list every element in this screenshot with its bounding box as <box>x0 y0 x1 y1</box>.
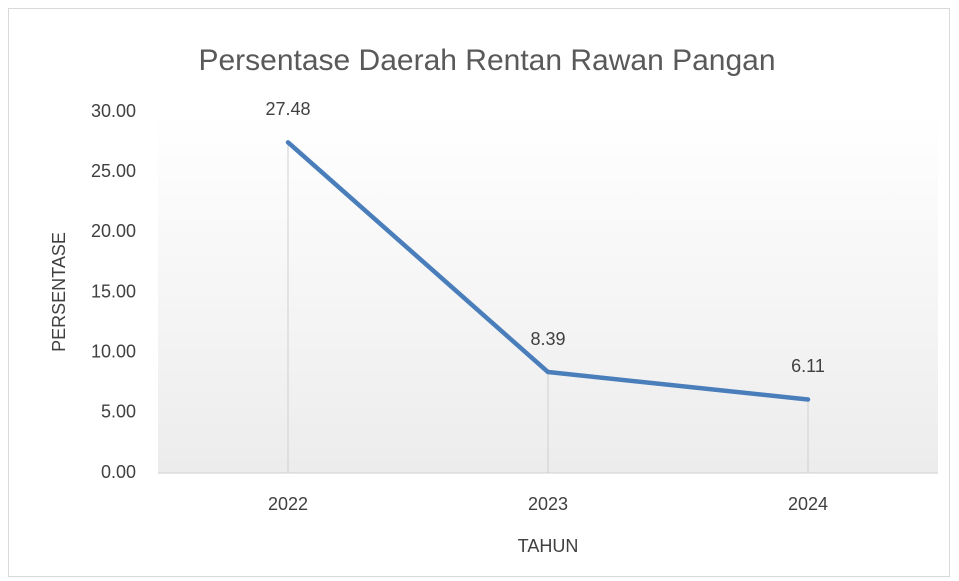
x-tick-label: 2024 <box>788 494 828 514</box>
y-tick-label: 0.00 <box>101 462 136 482</box>
x-axis-label: TAHUN <box>518 536 579 556</box>
y-tick-label: 30.00 <box>91 101 136 121</box>
data-label: 27.48 <box>265 99 310 119</box>
y-tick-label: 15.00 <box>91 281 136 301</box>
y-tick-label: 25.00 <box>91 161 136 181</box>
data-label: 6.11 <box>791 356 825 376</box>
x-tick-label: 2022 <box>268 494 308 514</box>
y-axis-label: PERSENTASE <box>49 232 69 352</box>
chart-title: Persentase Daerah Rentan Rawan Pangan <box>198 44 775 77</box>
data-line <box>285 140 811 402</box>
y-tick-label: 20.00 <box>91 221 136 241</box>
x-tick-label: 2023 <box>528 494 568 514</box>
y-tick-label: 5.00 <box>101 402 136 422</box>
y-tick-label: 10.00 <box>91 341 136 361</box>
data-label: 8.39 <box>530 329 565 349</box>
